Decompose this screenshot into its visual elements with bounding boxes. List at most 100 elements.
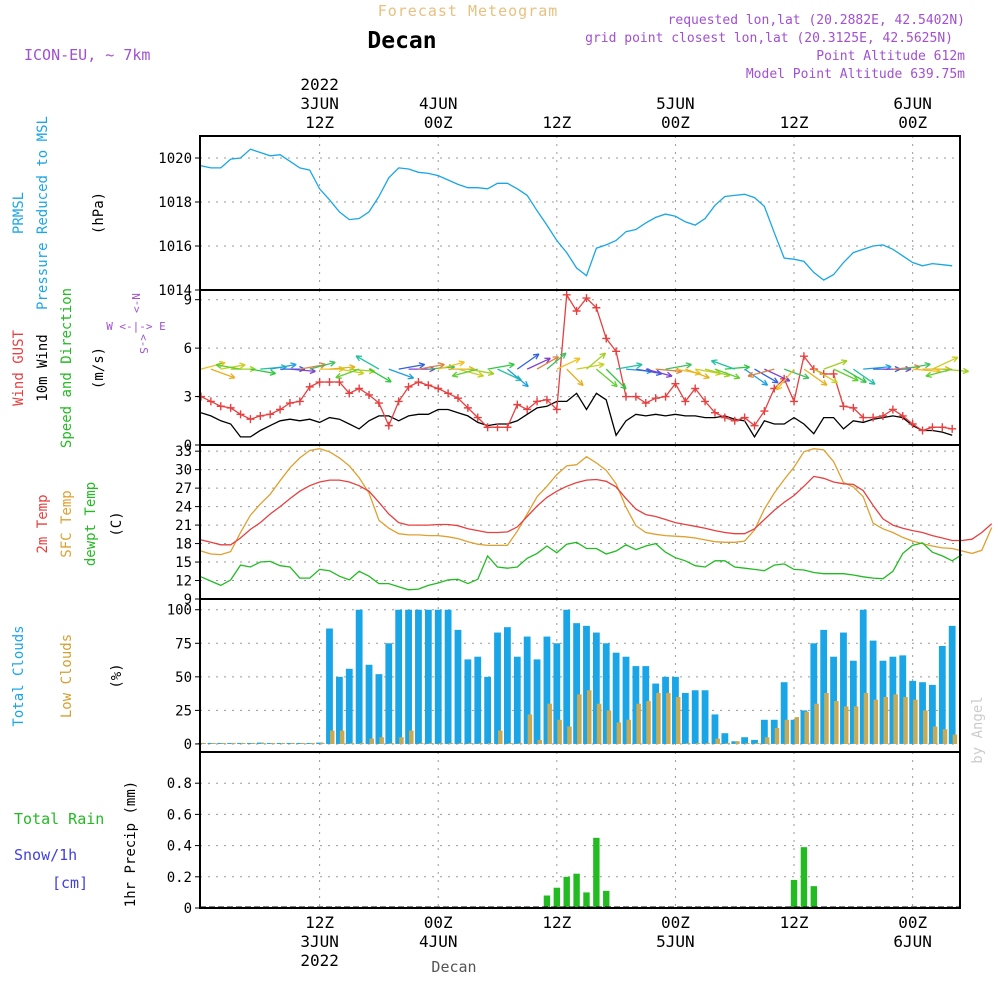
cloud-total-bar	[652, 683, 660, 744]
y-tick-label: 25	[175, 703, 192, 719]
cloud-low-bar	[923, 710, 928, 744]
gust-marker	[928, 423, 937, 432]
wind-arrow	[803, 368, 828, 386]
y-tick-label: 1018	[158, 195, 192, 211]
cloud-low-bar	[745, 742, 750, 744]
series-wind10m-line	[200, 392, 953, 439]
cloud-total-bar	[415, 609, 422, 744]
cloud-low-bar	[369, 738, 375, 744]
series-sfc-temp-line	[200, 448, 993, 556]
wind-arrow	[335, 368, 360, 379]
wind-arrow-head	[477, 371, 484, 378]
wind-arrow-head	[552, 356, 560, 363]
side-unit-clouds: (%)	[109, 663, 125, 688]
gust-marker	[226, 403, 235, 412]
cloud-low-bar	[755, 742, 760, 744]
time-label-top: 00Z	[661, 113, 690, 132]
wind-arrow-head	[710, 359, 718, 366]
y-tick-label: 0	[184, 438, 192, 454]
cloud-total-bar	[731, 741, 739, 744]
cloud-total-bar	[563, 609, 571, 744]
cloud-total-bar	[504, 627, 511, 744]
cloud-total-bar	[672, 676, 679, 744]
wind-arrow	[783, 368, 810, 380]
cloud-low-bar	[409, 730, 414, 744]
cloud-low-bar	[280, 742, 286, 744]
wind-arrow-shaft	[526, 357, 551, 370]
panel-frame-temp	[199, 444, 961, 600]
wind-arrow-head	[269, 369, 277, 376]
cloud-total-bar	[681, 692, 689, 744]
time-label-bottom: 3JUN	[300, 932, 339, 951]
gust-marker	[285, 399, 294, 408]
wind-arrow-head	[703, 373, 710, 380]
wind-arrow	[516, 353, 540, 370]
wind-arrow-shaft	[452, 368, 478, 377]
cloud-low-bar	[715, 738, 720, 744]
cloud-total-bar	[711, 714, 719, 744]
wind-arrow-shaft	[457, 368, 484, 377]
cloud-total-bar	[276, 742, 284, 744]
gust-marker	[542, 395, 551, 404]
cloud-low-bar	[478, 742, 483, 744]
wind-arrow	[215, 362, 241, 370]
cloud-low-bar	[794, 717, 800, 744]
axis-labels: 1014101610181020036991215182124273033025…	[158, 75, 932, 970]
cloud-low-bar	[418, 742, 424, 744]
wind-arrow	[744, 368, 769, 386]
side-label-wind-1: 10m Wind	[35, 334, 51, 401]
gust-marker	[463, 403, 472, 412]
wind-arrow	[710, 359, 735, 370]
y-tick-label: 0	[184, 901, 192, 917]
cloud-low-bar	[300, 742, 305, 744]
wind-arrow-shaft	[776, 368, 795, 391]
wind-arrow	[852, 368, 876, 385]
cloud-low-bar	[488, 742, 493, 744]
gust-marker	[612, 347, 621, 356]
wind-arrow	[220, 362, 246, 370]
wind-arrow	[685, 368, 710, 380]
cloud-low-bar	[428, 742, 434, 744]
wind-arrow-shaft	[250, 368, 276, 375]
wind-arrow	[833, 368, 859, 382]
cloud-total-bar	[286, 742, 294, 744]
gust-marker	[216, 402, 225, 411]
gust-marker	[503, 423, 512, 432]
wind-arrow-shaft	[487, 363, 515, 370]
cloud-total-bar	[573, 623, 580, 744]
wind-arrow-shaft	[711, 360, 735, 370]
cloud-low-bar	[527, 714, 533, 744]
cloud-total-bar	[385, 643, 393, 744]
wind-arrow-shaft	[823, 360, 848, 370]
wind-arrow-shaft	[586, 352, 606, 370]
wind-arrow-head	[868, 378, 876, 385]
rain-bar	[593, 837, 600, 908]
gust-marker	[641, 399, 650, 408]
cloud-total-bar	[622, 656, 630, 744]
y-tick-label: 12	[175, 574, 192, 590]
time-label-top: 5JUN	[656, 94, 695, 113]
wind-arrow-shaft	[210, 368, 236, 379]
gust-marker	[582, 294, 591, 303]
y-tick-label: 0.8	[167, 776, 192, 792]
cloud-low-bar	[646, 701, 651, 744]
wind-arrow	[747, 368, 775, 378]
cloud-total-bar	[701, 690, 709, 744]
cloud-low-bar	[883, 696, 888, 744]
wind-arrow	[451, 368, 478, 378]
cloud-low-bar	[241, 742, 246, 744]
time-label-top: 12Z	[780, 113, 809, 132]
gust-marker	[572, 306, 581, 315]
gust-marker	[681, 397, 690, 406]
side-unit-precip: 1hr Precip (mm)	[123, 781, 139, 907]
gust-marker	[305, 382, 314, 391]
gust-marker	[355, 384, 364, 393]
cloud-total-bar	[523, 636, 531, 744]
cloud-total-bar	[632, 666, 640, 744]
cloud-low-bar	[774, 727, 780, 744]
cloud-total-bar	[662, 676, 669, 744]
gust-marker	[631, 392, 640, 401]
wind-arrow-head	[329, 360, 336, 367]
cloud-low-bar	[606, 710, 612, 744]
